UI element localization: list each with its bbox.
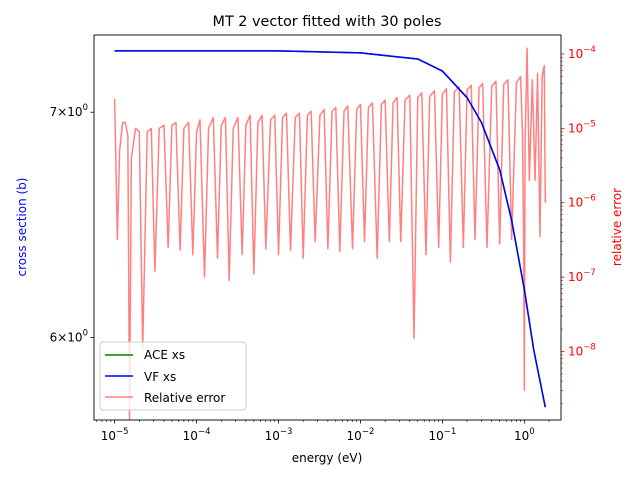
- plot-frame: [93, 34, 562, 421]
- x-tick-label: 10−3: [265, 427, 293, 443]
- legend-box: [99, 341, 247, 411]
- legend-label-relative-error: Relative error: [144, 391, 225, 405]
- x-axis-ticks: 10−5 10−4 10−3 10−2 10−1 100: [96, 420, 550, 443]
- right-y-tick-label: 10−5: [568, 119, 596, 135]
- chart-title: MT 2 vector fitted with 30 poles: [213, 14, 442, 30]
- right-y-tick-label: 10−4: [568, 45, 596, 61]
- relative-error-series: [113, 47, 547, 420]
- left-y-tick-label: 7×100: [50, 103, 88, 119]
- legend-label-ace-xs: ACE xs: [144, 348, 185, 362]
- right-y-tick-label: 10−6: [568, 194, 596, 210]
- legend-label-vf-xs: VF xs: [144, 370, 176, 384]
- right-y-tick-label: 10−7: [568, 268, 596, 284]
- relative-error-line: [113, 47, 547, 420]
- x-tick-label: 10−5: [101, 427, 129, 443]
- x-tick-label: 10−1: [429, 427, 457, 443]
- x-tick-label: 100: [514, 427, 535, 443]
- vf-xs-line: [114, 50, 547, 408]
- cross-section-series: [114, 50, 547, 408]
- legend: ACE xs VF xs Relative error: [99, 341, 247, 411]
- left-y-axis-label: cross section (b): [15, 178, 29, 277]
- right-y-axis-label: relative error: [610, 188, 624, 266]
- right-y-tick-label: 10−8: [568, 343, 596, 359]
- left-y-axis-ticks: 6×100 7×100: [50, 103, 94, 344]
- x-tick-label: 10−2: [347, 427, 375, 443]
- right-y-axis-ticks: 10−8 10−7 10−6 10−5 10−4: [561, 45, 596, 404]
- x-tick-label: 10−4: [183, 427, 211, 443]
- left-y-tick-label: 6×100: [50, 328, 88, 344]
- x-axis-label: energy (eV): [292, 451, 363, 465]
